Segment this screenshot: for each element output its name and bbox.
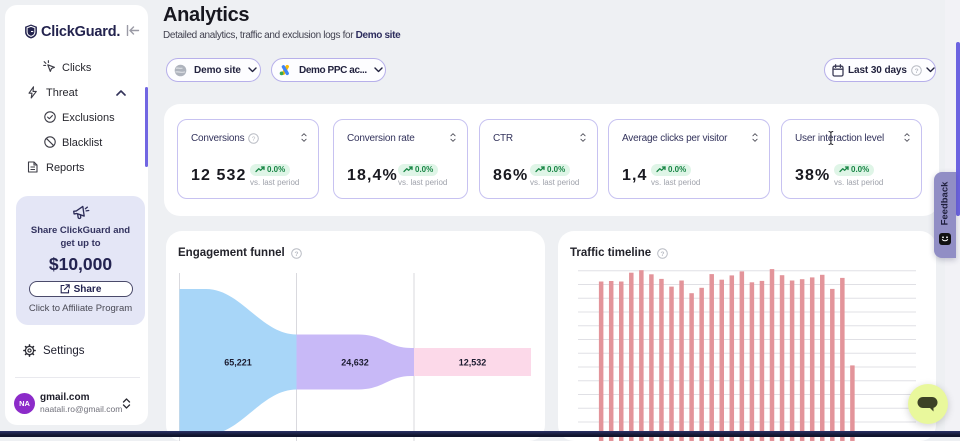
svg-text:24,632: 24,632 xyxy=(341,358,369,368)
svg-text:12,532: 12,532 xyxy=(459,358,487,368)
svg-text:?: ? xyxy=(914,67,918,74)
svg-text:65,221: 65,221 xyxy=(224,358,252,368)
svg-text:?: ? xyxy=(661,250,665,257)
svg-text:?: ? xyxy=(252,136,256,143)
svg-text:?: ? xyxy=(294,250,298,257)
